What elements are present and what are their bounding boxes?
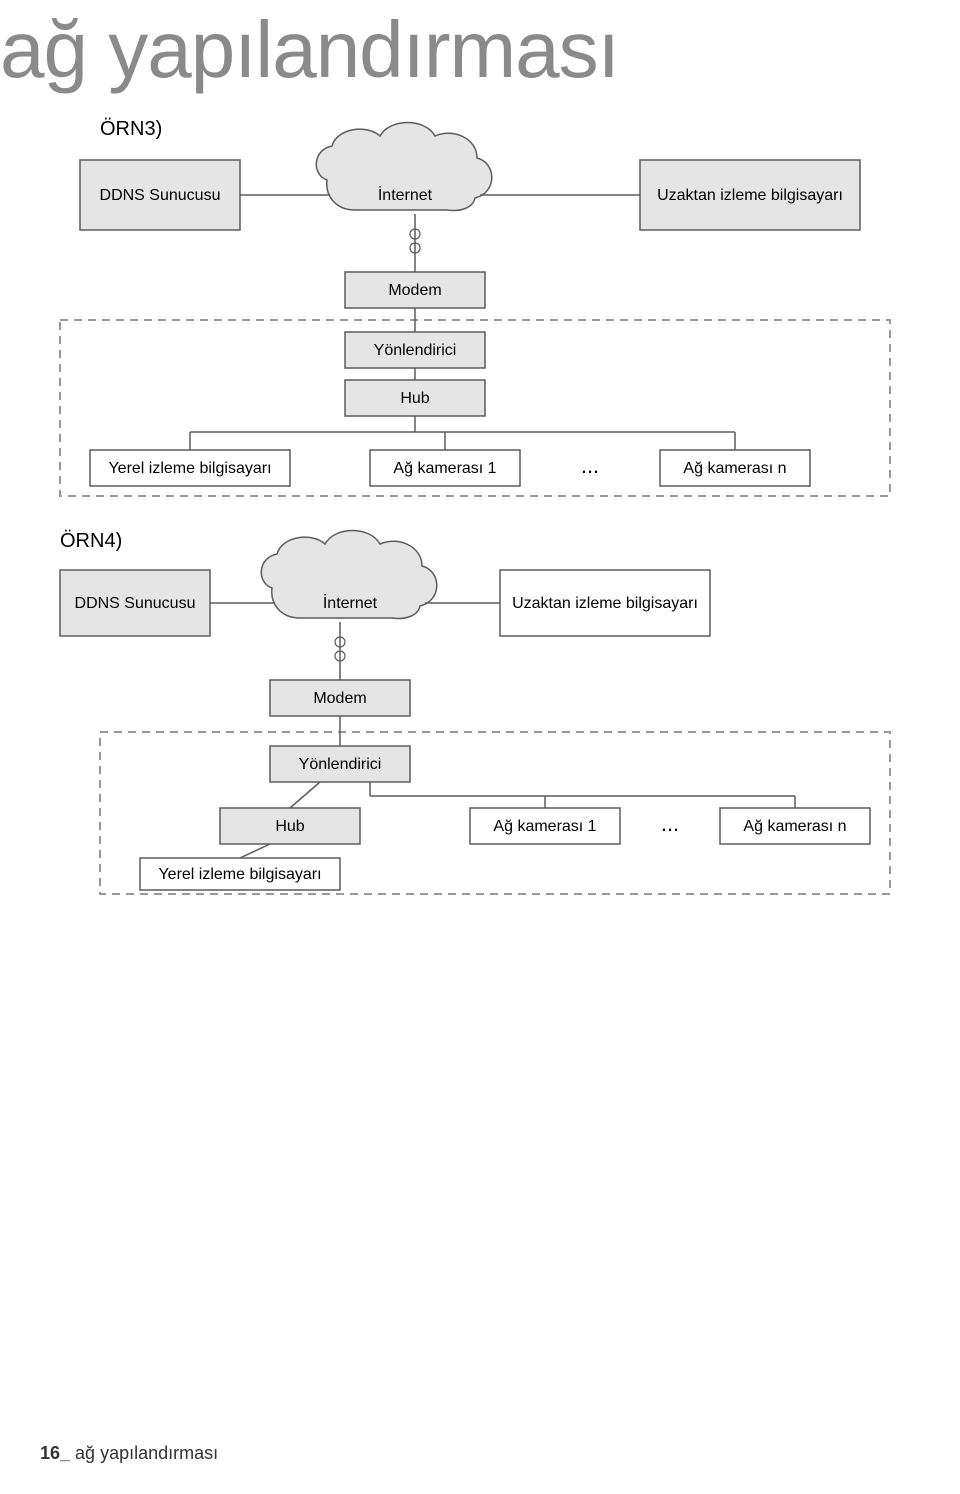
dots-text: ... <box>581 453 599 478</box>
footer-text: ağ yapılandırması <box>70 1443 218 1463</box>
line-hub-local <box>240 844 270 858</box>
dots-text: ... <box>661 811 679 836</box>
footer-page: 16_ <box>40 1443 70 1463</box>
local-text: Yerel izleme bilgisayarı <box>158 866 321 883</box>
local-text: Yerel izleme bilgisayarı <box>108 460 271 477</box>
modem-text: Modem <box>388 282 441 299</box>
router-text: Yönlendirici <box>374 342 457 359</box>
internet-text: İnternet <box>323 593 378 612</box>
internet-cloud: İnternet <box>261 531 436 619</box>
modem-text: Modem <box>313 690 366 707</box>
camn-text: Ağ kamerası n <box>743 818 846 835</box>
diagram-example3: DDNS Sunucusu İnternet Uzaktan izleme bi… <box>0 0 960 520</box>
diagram-example4: DDNS Sunucusu İnternet Uzaktan izleme bi… <box>0 510 960 930</box>
page: ağ yapılandırması ÖRN3) DDNS Sunucusu İn… <box>0 0 960 1494</box>
line-router-hub <box>290 782 320 808</box>
hub-text: Hub <box>400 390 429 407</box>
cam1-text: Ağ kamerası 1 <box>493 818 596 835</box>
remote-text: Uzaktan izleme bilgisayarı <box>657 187 843 204</box>
internet-cloud: İnternet <box>316 123 491 211</box>
cam1-text: Ağ kamerası 1 <box>393 460 496 477</box>
ddns-text: DDNS Sunucusu <box>75 595 196 612</box>
hub-text: Hub <box>275 818 304 835</box>
router-text: Yönlendirici <box>299 756 382 773</box>
remote-text: Uzaktan izleme bilgisayarı <box>512 595 698 612</box>
footer: 16_ ağ yapılandırması <box>40 1443 218 1464</box>
camn-text: Ağ kamerası n <box>683 460 786 477</box>
ddns-text: DDNS Sunucusu <box>100 187 221 204</box>
internet-text: İnternet <box>378 185 433 204</box>
